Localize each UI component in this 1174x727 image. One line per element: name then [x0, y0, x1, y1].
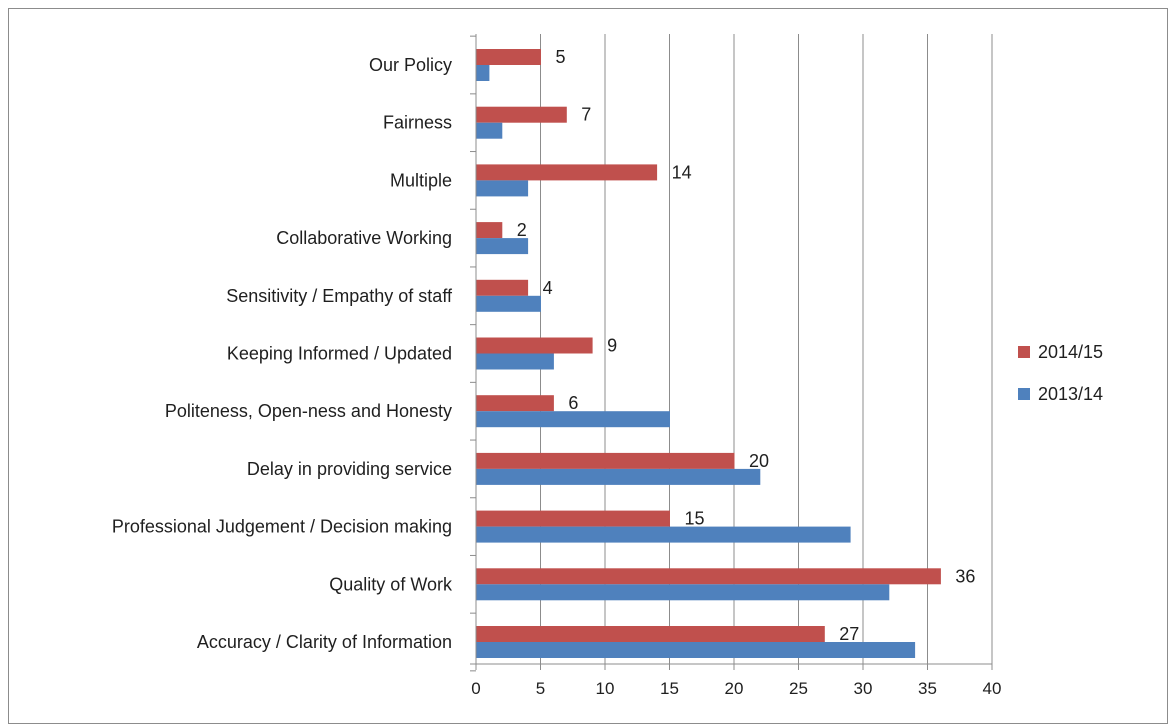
- bar-2014-15-6: [476, 395, 554, 412]
- bar-2013-14-0: [476, 65, 490, 81]
- category-label: Accuracy / Clarity of Information: [197, 632, 452, 652]
- bar-2014-15-1: [476, 106, 567, 123]
- data-label: 36: [955, 566, 975, 586]
- legend-swatch: [1018, 346, 1030, 358]
- bar-2013-14-10: [476, 642, 916, 658]
- x-tick-label: 5: [536, 679, 545, 698]
- category-label: Keeping Informed / Updated: [227, 344, 452, 364]
- bar-2014-15-3: [476, 222, 503, 239]
- data-label: 9: [607, 336, 617, 356]
- data-label: 6: [568, 393, 578, 413]
- data-label: 14: [672, 162, 692, 182]
- data-label: 2: [517, 220, 527, 240]
- data-label: 15: [685, 509, 705, 529]
- bar-2014-15-5: [476, 337, 593, 354]
- bar-2013-14-3: [476, 238, 529, 255]
- legend-label: 2014/15: [1038, 342, 1103, 362]
- category-label: Fairness: [383, 113, 452, 133]
- bar-2014-15-4: [476, 279, 529, 296]
- category-label: Quality of Work: [329, 574, 453, 594]
- bar-2014-15-9: [476, 568, 941, 585]
- bar-2014-15-0: [476, 49, 541, 65]
- data-label: 27: [839, 624, 859, 644]
- data-label: 20: [749, 451, 769, 471]
- category-label: Professional Judgement / Decision making: [112, 517, 452, 537]
- category-label: Delay in providing service: [247, 459, 452, 479]
- bar-2013-14-8: [476, 526, 851, 543]
- x-tick-label: 40: [983, 679, 1002, 698]
- bar-2013-14-6: [476, 411, 670, 428]
- data-label: 5: [556, 47, 566, 67]
- legend-label: 2013/14: [1038, 384, 1103, 404]
- x-tick-label: 25: [789, 679, 808, 698]
- bar-2014-15-10: [476, 626, 825, 642]
- chart-frame: [8, 8, 1168, 724]
- category-label: Sensitivity / Empathy of staff: [226, 286, 453, 306]
- bar-2013-14-1: [476, 122, 503, 139]
- bar-2013-14-4: [476, 295, 541, 312]
- x-tick-label: 10: [596, 679, 615, 698]
- bar-2013-14-7: [476, 468, 761, 485]
- bar-2014-15-2: [476, 164, 658, 181]
- x-tick-label: 15: [660, 679, 679, 698]
- x-tick-label: 0: [471, 679, 480, 698]
- bar-2014-15-8: [476, 510, 670, 527]
- bar-2014-15-7: [476, 452, 735, 469]
- bar-2013-14-5: [476, 353, 554, 370]
- category-label: Our Policy: [369, 55, 452, 75]
- data-label: 4: [543, 278, 553, 298]
- category-label: Multiple: [390, 170, 452, 190]
- legend-swatch: [1018, 388, 1030, 400]
- category-label: Politeness, Open-ness and Honesty: [165, 401, 452, 421]
- x-tick-label: 20: [725, 679, 744, 698]
- x-tick-label: 30: [854, 679, 873, 698]
- data-label: 7: [581, 105, 591, 125]
- category-label: Collaborative Working: [276, 228, 452, 248]
- x-tick-label: 35: [918, 679, 937, 698]
- bar-2013-14-9: [476, 584, 890, 601]
- bar-2013-14-2: [476, 180, 529, 197]
